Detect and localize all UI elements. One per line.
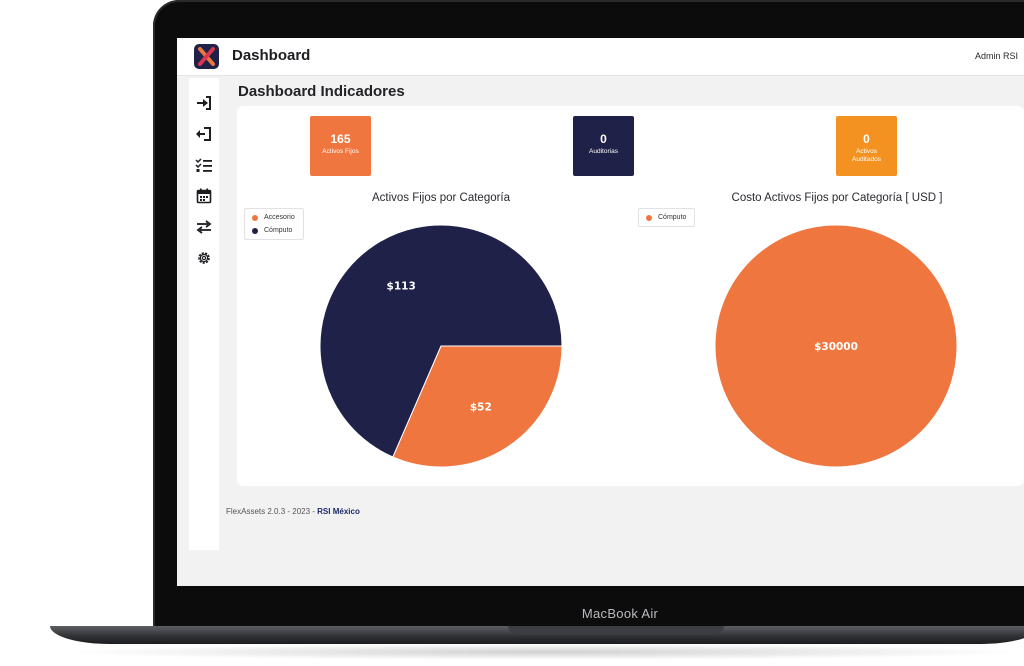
legend-item[interactable]: Cómputo [639,211,694,224]
pie-data-label: $30000 [814,341,858,353]
legend-label: Accesorio [264,214,295,221]
app-title: Dashboard [232,47,311,64]
chart-title: Costo Activos Fijos por Categoría [ USD … [731,192,943,204]
pie-chart-costo-por-categoria: $30000 [714,224,958,468]
pie-data-label: $113 [387,280,416,292]
legend-label: Cómputo [264,227,293,234]
transfer-icon[interactable] [195,218,213,236]
device-label: MacBook Air [581,606,659,621]
legend-swatch [252,214,258,221]
pie-data-label: $52 [470,402,492,414]
footer: FlexAssets 2.0.3 - 2023 - RSI México [226,507,360,516]
sign-out-icon[interactable] [195,125,213,143]
footer-link[interactable]: RSI México [317,507,360,516]
laptop-base [50,626,1024,644]
task-list-icon[interactable] [195,156,213,174]
kpi-label: Activos Fijos [322,148,359,155]
pie-slice-accesorio[interactable] [392,345,563,468]
app-logo[interactable] [194,44,219,69]
calendar-icon[interactable] [195,187,213,205]
chart-legend: Accesorio Cómputo [244,208,304,240]
kpi-auditorias[interactable]: 0 Auditorias [573,116,634,176]
legend-item[interactable]: Accesorio [245,211,303,224]
top-bar: Dashboard Admin RSI [177,38,1024,76]
logo-x-icon [198,47,215,66]
kpi-value: 0 [600,132,607,146]
legend-item[interactable]: Cómputo [245,224,303,237]
laptop-shadow [60,644,1024,660]
kpi-label: Auditorias [589,148,618,155]
kpi-value: 165 [330,132,351,146]
pie-slice-c-mputo[interactable] [319,224,563,458]
user-menu[interactable]: Admin RSI [974,51,1018,61]
legend-label: Cómputo [658,214,687,221]
legend-swatch [646,214,652,221]
sign-in-icon[interactable] [195,94,213,112]
kpi-activos-fijos[interactable]: 165 Activos Fijos [310,116,371,176]
kpi-activos-auditados[interactable]: 0 Activos Auditados [836,116,897,176]
screen: Dashboard Admin RSI [177,38,1024,586]
footer-text: FlexAssets 2.0.3 - 2023 - [226,507,318,516]
gear-icon[interactable] [195,249,213,267]
pie-chart-activos-por-categoria: $52 $113 [319,224,563,468]
legend-swatch [252,227,258,234]
chart-legend: Cómputo [638,208,696,227]
sidebar [189,78,219,550]
kpi-value: 0 [863,132,870,146]
page-title: Dashboard Indicadores [238,83,405,100]
pie-slice-c-mputo[interactable] [714,224,958,468]
chart-title: Activos Fijos por Categoría [371,192,511,204]
kpi-label: Activos Auditados [852,148,881,163]
laptop-notch [508,626,724,634]
